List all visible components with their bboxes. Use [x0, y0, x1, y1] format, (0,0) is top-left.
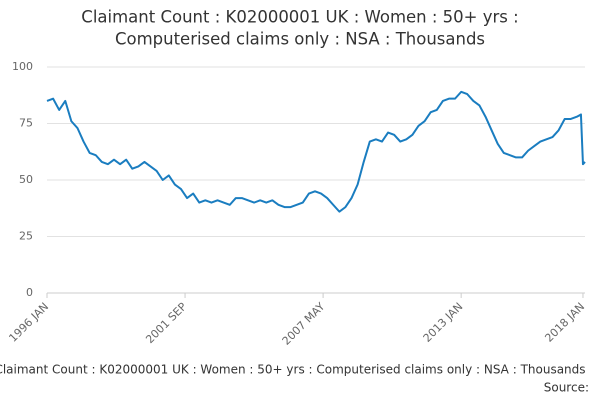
y-tick-label: 25: [19, 230, 33, 243]
chart-title: Claimant Count : K02000001 UK : Women : …: [81, 8, 518, 27]
x-tick-label: 1996 JAN: [6, 300, 51, 345]
x-tick-label: 2013 JAN: [421, 300, 466, 345]
chart-title: Computerised claims only : NSA : Thousan…: [115, 30, 485, 49]
x-tick-label: 2001 SEP: [143, 300, 189, 346]
series-line: [46, 90, 586, 213]
source: Source:: [544, 381, 589, 395]
y-tick-label: 100: [12, 60, 33, 73]
y-tick-label: 0: [26, 286, 33, 299]
footer: Claimant Count : K02000001 UK : Women : …: [0, 363, 586, 377]
x-tick-label: 2007 MAY: [280, 300, 328, 348]
y-tick-label: 50: [19, 173, 33, 186]
y-tick-label: 75: [19, 117, 33, 130]
x-tick-label: 2018 JAN: [542, 300, 587, 345]
